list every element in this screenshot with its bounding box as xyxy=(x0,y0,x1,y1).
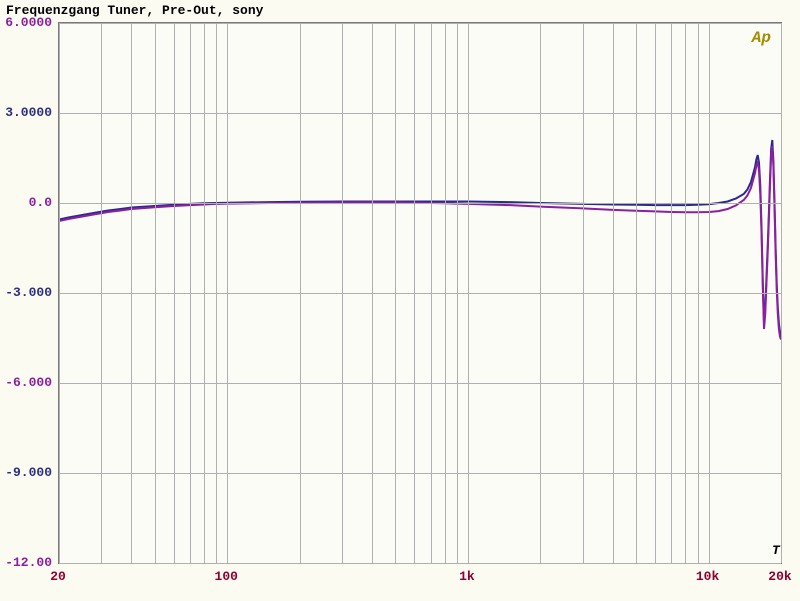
x-axis-label: 100 xyxy=(215,569,238,584)
y-axis-label: -3.000 xyxy=(0,285,52,300)
series-channel-2 xyxy=(59,146,781,340)
gridline-vertical xyxy=(131,23,132,563)
gridline-vertical xyxy=(613,23,614,563)
y-axis-label: 3.0000 xyxy=(0,105,52,120)
gridline-vertical xyxy=(216,23,217,563)
y-axis-label: -6.000 xyxy=(0,375,52,390)
y-axis-label: 6.0000 xyxy=(0,15,52,30)
gridline-vertical xyxy=(59,23,60,563)
gridline-vertical xyxy=(709,23,710,563)
x-axis-label: 1k xyxy=(459,569,475,584)
y-axis-label: -9.000 xyxy=(0,465,52,480)
series-channel-1 xyxy=(59,140,781,337)
x-hint-label: T xyxy=(772,543,780,558)
gridline-vertical xyxy=(431,23,432,563)
gridline-horizontal xyxy=(59,203,781,204)
gridline-vertical xyxy=(671,23,672,563)
gridline-vertical xyxy=(457,23,458,563)
gridline-horizontal xyxy=(59,113,781,114)
gridline-vertical xyxy=(583,23,584,563)
gridline-vertical xyxy=(468,23,469,563)
freq-response-chart: Frequenzgang Tuner, Pre-Out, sony Ap T 6… xyxy=(0,0,800,601)
gridline-vertical xyxy=(372,23,373,563)
gridline-horizontal xyxy=(59,383,781,384)
plot-area: Ap xyxy=(58,22,782,564)
x-axis-label: 10k xyxy=(696,569,719,584)
gridline-vertical xyxy=(685,23,686,563)
x-axis-label: 20k xyxy=(768,569,791,584)
gridline-vertical xyxy=(540,23,541,563)
gridline-horizontal xyxy=(59,23,781,24)
gridline-vertical xyxy=(781,23,782,563)
gridline-vertical xyxy=(414,23,415,563)
gridline-horizontal xyxy=(59,563,781,564)
x-axis-label: 20 xyxy=(50,569,66,584)
gridline-horizontal xyxy=(59,293,781,294)
gridline-horizontal xyxy=(59,473,781,474)
gridline-vertical xyxy=(227,23,228,563)
y-axis-label: -12.00 xyxy=(0,555,52,570)
gridline-vertical xyxy=(636,23,637,563)
gridline-vertical xyxy=(395,23,396,563)
gridline-vertical xyxy=(698,23,699,563)
gridline-vertical xyxy=(101,23,102,563)
gridline-vertical xyxy=(445,23,446,563)
gridline-vertical xyxy=(155,23,156,563)
gridline-vertical xyxy=(190,23,191,563)
gridline-vertical xyxy=(204,23,205,563)
gridline-vertical xyxy=(300,23,301,563)
gridline-vertical xyxy=(342,23,343,563)
gridline-vertical xyxy=(174,23,175,563)
y-axis-label: 0.0 xyxy=(0,195,52,210)
gridline-vertical xyxy=(655,23,656,563)
